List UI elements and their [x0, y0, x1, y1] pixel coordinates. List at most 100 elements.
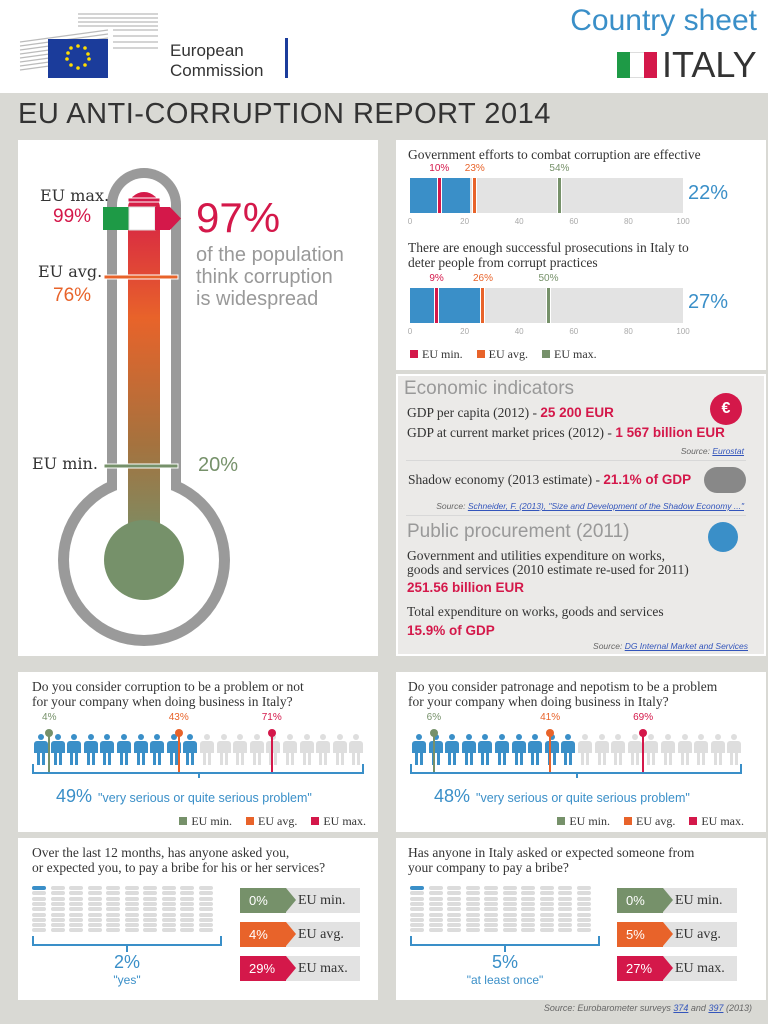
bracket-end — [362, 764, 364, 774]
person-head — [582, 734, 588, 740]
eu-max-label: 54% — [549, 163, 570, 174]
person-leg — [357, 752, 361, 765]
person-head — [598, 734, 605, 740]
axis-tick: 40 — [514, 217, 524, 226]
coin — [161, 907, 176, 912]
person-head — [681, 734, 688, 740]
coin-stack-icon — [50, 886, 65, 934]
caption: "very serious or quite serious problem" — [476, 791, 690, 805]
person-body — [528, 741, 543, 753]
coin-stack-icon — [143, 886, 157, 934]
eurostat-link[interactable]: Eurostat — [712, 446, 744, 456]
eu-min-label: EU min. — [675, 893, 723, 908]
coin — [124, 923, 139, 928]
person-icon — [200, 734, 214, 766]
coin — [558, 896, 572, 901]
eu-avg-label: EU avg. — [38, 262, 103, 281]
coin — [87, 917, 102, 922]
coin — [484, 907, 498, 912]
coin — [50, 912, 65, 917]
person-icon — [349, 734, 364, 766]
coin — [428, 917, 443, 922]
legend-max: EU max. — [311, 814, 366, 829]
label: goods and services (2010 estimate re-use… — [407, 562, 689, 577]
bracket-end — [32, 764, 34, 774]
coin — [106, 901, 120, 906]
coin — [106, 917, 120, 922]
person-icon — [644, 734, 659, 766]
coin — [161, 896, 176, 901]
coin — [539, 917, 554, 922]
eu-max-label: 50% — [538, 273, 559, 284]
coin — [539, 928, 554, 933]
person-leg — [241, 752, 245, 765]
caption: "at least once" — [466, 973, 544, 987]
person-leg — [564, 752, 568, 765]
coin — [161, 886, 176, 890]
axis-tick: 20 — [460, 327, 470, 336]
coin — [428, 901, 443, 906]
handshake-payment-icon — [708, 522, 738, 552]
coin — [161, 901, 176, 906]
person-head — [187, 734, 194, 740]
eu-avg-marker — [549, 732, 552, 772]
bar-question: Government efforts to combat corruption … — [408, 147, 701, 162]
coin-stack-icon — [69, 886, 83, 934]
person-icon — [216, 734, 231, 766]
coin-stack-icon — [502, 886, 517, 934]
person-icon — [561, 734, 576, 766]
person-leg — [630, 752, 634, 765]
survey-397-link[interactable]: 397 — [708, 1003, 724, 1013]
coin — [50, 928, 65, 933]
eu-max-label: EU max. — [298, 961, 348, 976]
tag-arrow — [286, 956, 296, 980]
coin — [502, 917, 517, 922]
person-leg — [420, 752, 423, 765]
coin-stacks-chart — [410, 886, 600, 956]
coin — [124, 901, 139, 906]
survey-374-link[interactable]: 374 — [673, 1003, 689, 1013]
person-head — [54, 734, 61, 740]
person-icon — [283, 734, 297, 766]
coin — [447, 928, 461, 933]
coin — [521, 912, 535, 917]
page-title: EU ANTI-CORRUPTION REPORT 2014 — [18, 98, 551, 130]
coin — [161, 928, 176, 933]
eu-avg-value: 4% — [240, 922, 286, 947]
gov-expenditure-value: 251.56 billion EUR — [407, 580, 525, 595]
question-line: There are enough successful prosecutions… — [408, 240, 689, 255]
coin — [32, 896, 46, 901]
question-line: deter people from corrupt practices — [408, 255, 598, 270]
coin — [410, 901, 424, 906]
coin — [465, 923, 480, 928]
person-leg — [597, 752, 601, 765]
person-icon — [478, 734, 493, 766]
person-head — [449, 734, 456, 740]
person-icon — [611, 734, 626, 766]
coin — [502, 912, 517, 917]
bracket-end — [410, 764, 412, 774]
coin-stack-icon — [521, 886, 535, 934]
dg-link[interactable]: DG Internal Market and Services — [624, 641, 748, 651]
bar-chart: 10% 23% 54% 0 20 40 60 80 100 — [408, 160, 690, 235]
person-leg — [37, 752, 40, 765]
person-leg — [224, 752, 228, 765]
bar-legend: EU min. EU avg. EU max. — [410, 347, 597, 362]
coin — [428, 912, 443, 917]
person-body — [200, 741, 214, 753]
coin — [576, 896, 591, 901]
person-leg — [307, 752, 311, 765]
bar-question: There are enough successful prosecutions… — [408, 240, 689, 270]
divider — [406, 460, 746, 461]
person-leg — [569, 752, 573, 765]
label: Shadow economy (2013 estimate) - — [408, 472, 604, 487]
eu-avg-label: 43% — [168, 712, 189, 723]
bracket — [410, 944, 600, 946]
legend-label: EU max. — [554, 347, 597, 361]
person-leg — [415, 752, 418, 765]
person-leg — [481, 752, 485, 765]
person-icon — [34, 734, 48, 766]
person-leg — [70, 752, 74, 765]
schneider-link[interactable]: Schneider, F. (2013), "Size and Developm… — [467, 501, 744, 511]
person-leg — [208, 752, 211, 765]
